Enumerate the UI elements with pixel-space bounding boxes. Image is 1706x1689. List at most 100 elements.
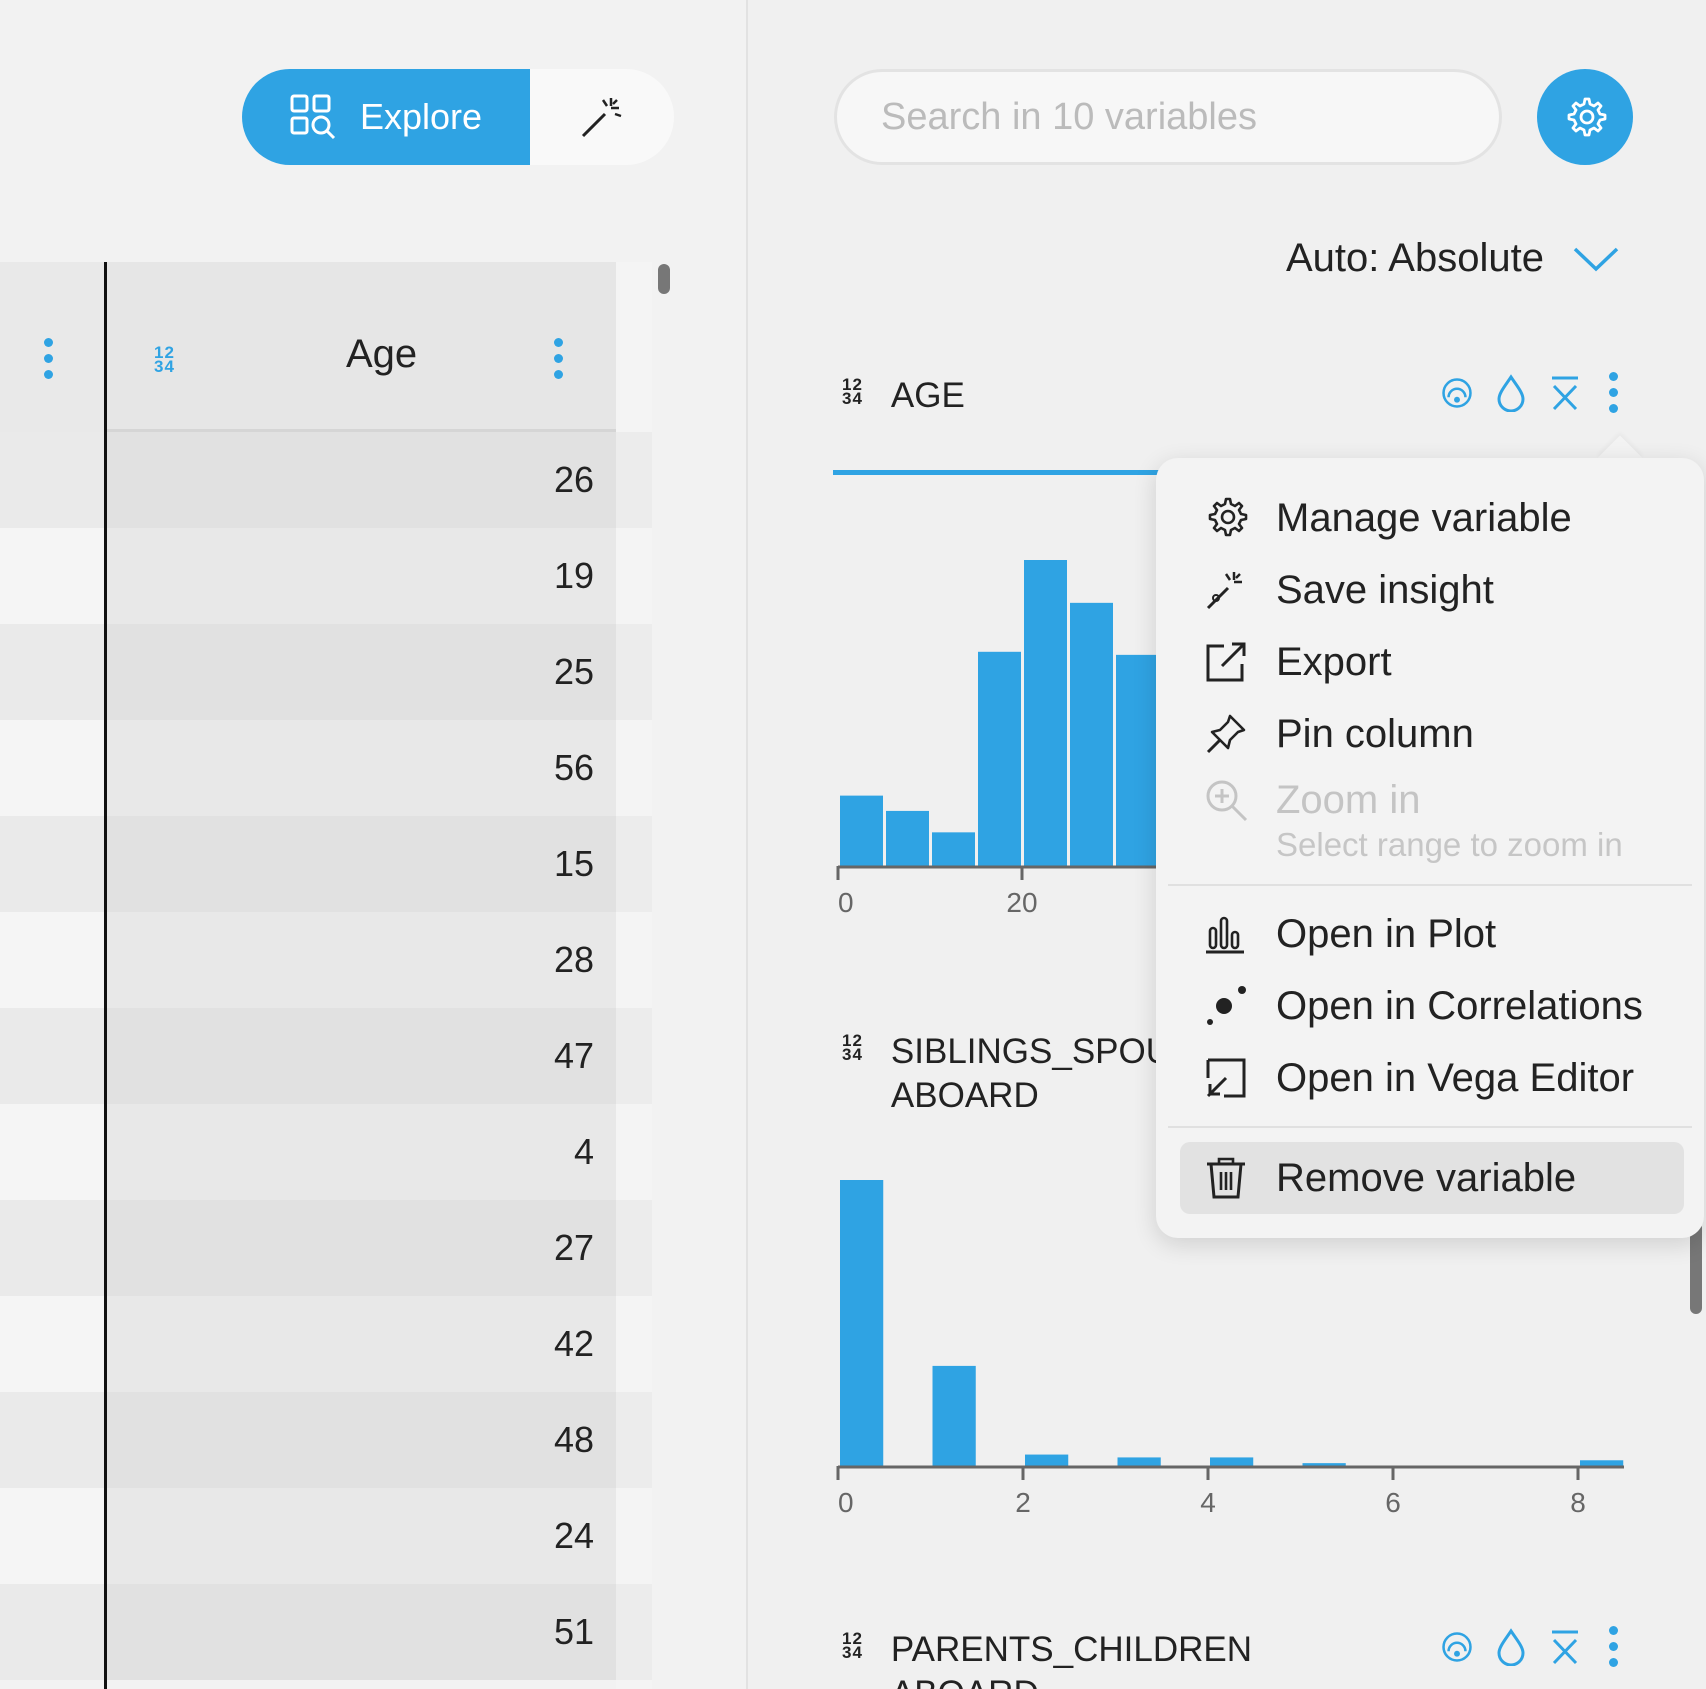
age-cell[interactable]: 25 — [107, 624, 616, 720]
histogram-bar[interactable] — [840, 1180, 884, 1466]
drop-icon[interactable] — [1495, 373, 1527, 413]
histogram-svg[interactable]: 0 2 4 6 8 — [836, 1180, 1628, 1526]
histogram-bar[interactable] — [886, 810, 929, 866]
prev-column-cell[interactable] — [0, 1296, 104, 1392]
next-column-cell[interactable] — [616, 1008, 652, 1104]
variable-search-input[interactable]: Search in 10 variables — [834, 69, 1502, 165]
table-row[interactable]: 42 — [0, 1296, 652, 1392]
age-cell[interactable]: 26 — [107, 432, 616, 528]
histogram-bar[interactable] — [840, 795, 883, 866]
next-column-cell[interactable] — [616, 528, 652, 624]
column-menu-icon[interactable] — [548, 338, 568, 379]
table-row[interactable]: 51 — [0, 1584, 652, 1680]
menu-item-open-correlations[interactable]: Open in Correlations — [1180, 974, 1684, 1038]
histogram-bar[interactable] — [978, 651, 1021, 866]
age-cell[interactable]: 42 — [107, 1296, 616, 1392]
histogram-bar[interactable] — [1025, 1454, 1069, 1466]
prev-column-cell[interactable] — [0, 912, 104, 1008]
age-column-header[interactable]: 12 34 Age — [106, 262, 616, 432]
variable-header-parents[interactable]: 12 34 PARENTS_CHILDREN ABOARD — [842, 1628, 1252, 1689]
age-cell[interactable]: 56 — [107, 720, 616, 816]
mean-icon[interactable] — [1549, 373, 1581, 413]
age-cell[interactable]: 48 — [107, 1392, 616, 1488]
table-row[interactable]: 24 — [0, 1488, 652, 1584]
table-row[interactable]: 26 — [0, 432, 652, 528]
prev-column-cell[interactable] — [0, 1008, 104, 1104]
missing-values-icon[interactable] — [1441, 1627, 1473, 1667]
prev-column-cell[interactable] — [0, 1104, 104, 1200]
column-separator[interactable] — [104, 262, 107, 1689]
next-column-cell[interactable] — [616, 912, 652, 1008]
next-column-cell[interactable] — [616, 1200, 652, 1296]
table-row[interactable]: 27 — [0, 1200, 652, 1296]
age-cell[interactable]: 27 — [107, 1200, 616, 1296]
settings-button[interactable] — [1537, 69, 1633, 165]
missing-values-icon[interactable] — [1441, 373, 1473, 413]
table-row[interactable]: 28 — [0, 912, 652, 1008]
variable-header-age[interactable]: 12 34 AGE — [842, 374, 965, 418]
age-cell[interactable]: 24 — [107, 1488, 616, 1584]
menu-item-manage-variable[interactable]: Manage variable — [1180, 486, 1684, 550]
histogram-bar[interactable] — [1024, 560, 1067, 866]
prev-column-cell[interactable] — [0, 1200, 104, 1296]
grid-scrollbar[interactable] — [658, 264, 670, 294]
next-column-cell[interactable] — [616, 1488, 652, 1584]
next-column-cell[interactable] — [616, 720, 652, 816]
histogram-bar[interactable] — [932, 832, 975, 866]
histogram-bar[interactable] — [1210, 1457, 1254, 1466]
next-column-cell[interactable] — [616, 624, 652, 720]
prev-column-cell[interactable] — [0, 1488, 104, 1584]
age-cell[interactable]: 4 — [107, 1104, 616, 1200]
scale-select[interactable]: Auto: Absolute — [1286, 236, 1620, 281]
next-column-cell[interactable] — [616, 816, 652, 912]
menu-item-open-vega[interactable]: Open in Vega Editor — [1180, 1046, 1684, 1110]
table-row[interactable]: 56 — [0, 720, 652, 816]
histogram-bar[interactable] — [1302, 1463, 1346, 1466]
menu-item-save-insight[interactable]: Save insight — [1180, 558, 1684, 622]
table-row[interactable]: 19 — [0, 528, 652, 624]
age-cell[interactable]: 15 — [107, 816, 616, 912]
table-row[interactable]: 47 — [0, 1008, 652, 1104]
prev-column-cell[interactable] — [0, 1392, 104, 1488]
age-histogram[interactable]: 0 20 — [836, 560, 1168, 931]
age-cell[interactable]: 19 — [107, 528, 616, 624]
menu-item-pin-column[interactable]: Pin column — [1180, 702, 1684, 766]
magic-wand-button[interactable] — [530, 69, 674, 165]
drop-icon[interactable] — [1495, 1627, 1527, 1667]
variable-menu-icon[interactable] — [1603, 1626, 1623, 1667]
next-column-cell[interactable] — [616, 1296, 652, 1392]
next-column-cell[interactable] — [616, 1584, 652, 1680]
next-column-cell[interactable] — [616, 1104, 652, 1200]
age-cell[interactable]: 51 — [107, 1584, 616, 1680]
table-row[interactable]: 48 — [0, 1392, 652, 1488]
menu-item-export[interactable]: Export — [1180, 630, 1684, 694]
menu-item-open-plot[interactable]: Open in Plot — [1180, 902, 1684, 966]
siblings-histogram[interactable]: 0 2 4 6 8 — [836, 1180, 1628, 1531]
histogram-bar[interactable] — [1116, 654, 1159, 866]
histogram-bar[interactable] — [1070, 602, 1113, 866]
prev-column-cell[interactable] — [0, 528, 104, 624]
prev-column-cell[interactable] — [0, 432, 104, 528]
next-column-cell[interactable] — [616, 432, 652, 528]
table-row[interactable]: 25 — [0, 624, 652, 720]
explore-button[interactable]: Explore — [242, 69, 530, 165]
age-cell[interactable]: 47 — [107, 1008, 616, 1104]
prev-column-menu-icon[interactable] — [38, 338, 58, 379]
table-row[interactable]: 15 — [0, 816, 652, 912]
histogram-bar[interactable] — [1117, 1457, 1161, 1466]
mean-icon[interactable] — [1549, 1627, 1581, 1667]
table-row[interactable]: 4 — [0, 1104, 652, 1200]
prev-column-cell[interactable] — [0, 720, 104, 816]
histogram-bar[interactable] — [1580, 1460, 1624, 1466]
menu-item-remove-variable[interactable]: Remove variable — [1180, 1142, 1684, 1214]
variable-menu-icon[interactable] — [1603, 372, 1623, 413]
prev-column-cell[interactable] — [0, 1584, 104, 1680]
age-cell[interactable]: 28 — [107, 912, 616, 1008]
prev-column-cell[interactable] — [0, 816, 104, 912]
variables-scrollbar[interactable] — [1690, 1222, 1702, 1314]
variable-header-siblings[interactable]: 12 34 SIBLINGS_SPOU ABOARD — [842, 1030, 1171, 1118]
prev-column-cell[interactable] — [0, 624, 104, 720]
histogram-svg[interactable]: 0 20 — [836, 560, 1168, 926]
next-column-cell[interactable] — [616, 1392, 652, 1488]
pane-divider[interactable] — [746, 0, 748, 1689]
